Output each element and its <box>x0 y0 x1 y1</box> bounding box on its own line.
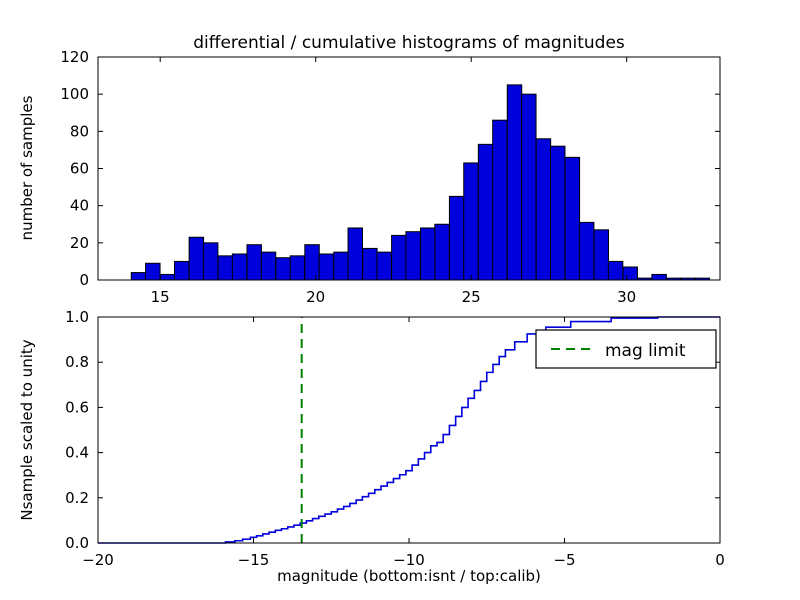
bottom-y-axis-label: Nsample scaled to unity <box>18 339 36 520</box>
histogram-bar <box>189 237 203 280</box>
figure-canvas: 15 20 25 30 0 20 40 60 80 100 120 differential / … <box>0 0 800 600</box>
top-x-tick-label: 25 <box>462 288 481 306</box>
histogram-bar <box>522 94 536 280</box>
histogram-bar <box>160 274 174 280</box>
histogram-bar <box>348 228 362 280</box>
histogram-bar <box>551 146 565 280</box>
histogram-bar <box>406 232 420 280</box>
histogram-bar <box>565 157 579 280</box>
histogram-bar <box>493 120 507 280</box>
bottom-y-tick-label: 0.4 <box>65 444 89 462</box>
histogram-bar <box>203 243 217 280</box>
top-y-tick-label: 100 <box>60 85 89 103</box>
histogram-bar <box>652 274 666 280</box>
histogram-bar <box>261 252 275 280</box>
top-y-axis-label: number of samples <box>18 95 36 240</box>
bottom-y-tick-label: 0.0 <box>65 534 89 552</box>
top-x-tick-label: 20 <box>306 288 325 306</box>
legend-label-mag-limit: mag limit <box>605 341 686 361</box>
histogram-bar <box>305 245 319 280</box>
histogram-bar <box>435 224 449 280</box>
histogram-bar <box>232 254 246 280</box>
top-x-tick-label: 15 <box>151 288 170 306</box>
histogram-bar <box>594 230 608 280</box>
histogram-bars <box>131 85 709 280</box>
histogram-bar <box>421 228 435 280</box>
bottom-y-tick-label: 0.2 <box>65 489 89 507</box>
histogram-bar <box>478 144 492 280</box>
histogram-bar <box>319 254 333 280</box>
bottom-x-tick-label: −15 <box>238 551 270 569</box>
histogram-bar <box>247 245 261 280</box>
bottom-x-tick-label: −5 <box>553 551 575 569</box>
histogram-bar <box>290 256 304 280</box>
histogram-bar <box>536 139 550 280</box>
histogram-bar <box>146 263 160 280</box>
histogram-bar <box>608 261 622 280</box>
matplotlib-figure: 15 20 25 30 0 20 40 60 80 100 120 differential / … <box>0 0 800 600</box>
histogram-bar <box>175 261 189 280</box>
histogram-bar <box>449 196 463 280</box>
histogram-bar <box>392 235 406 280</box>
histogram-bar <box>276 258 290 280</box>
histogram-bar <box>377 252 391 280</box>
top-y-tick-label: 20 <box>70 234 89 252</box>
histogram-bar <box>131 273 145 280</box>
bottom-y-tick-label: 0.8 <box>65 353 89 371</box>
top-y-tick-label: 80 <box>70 122 89 140</box>
histogram-bar <box>218 256 232 280</box>
top-y-tick-label: 60 <box>70 160 89 178</box>
chart-title: differential / cumulative histograms of … <box>193 33 625 53</box>
top-y-tick-label: 120 <box>60 48 89 66</box>
histogram-bar <box>363 248 377 280</box>
bottom-x-tick-label: 0 <box>715 551 725 569</box>
histogram-bar <box>334 252 348 280</box>
bottom-axes: −20−15−10−50 0.00.20.40.60.81.0 Nsample … <box>18 308 725 585</box>
histogram-bar <box>464 163 478 280</box>
histogram-bar <box>507 85 521 280</box>
bottom-x-tick-label: −20 <box>82 551 114 569</box>
x-axis-label: magnitude (bottom:isnt / top:calib) <box>277 567 541 585</box>
top-y-tick-label: 0 <box>79 271 89 289</box>
bottom-y-tick-label: 0.6 <box>65 398 89 416</box>
histogram-bar <box>579 222 593 280</box>
legend: mag limit <box>536 330 716 368</box>
bottom-y-tick-label: 1.0 <box>65 308 89 326</box>
top-x-tick-label: 30 <box>617 288 636 306</box>
histogram-bar <box>623 267 637 280</box>
top-axes: 15 20 25 30 0 20 40 60 80 100 120 differential / … <box>18 33 720 306</box>
top-y-tick-label: 40 <box>70 197 89 215</box>
